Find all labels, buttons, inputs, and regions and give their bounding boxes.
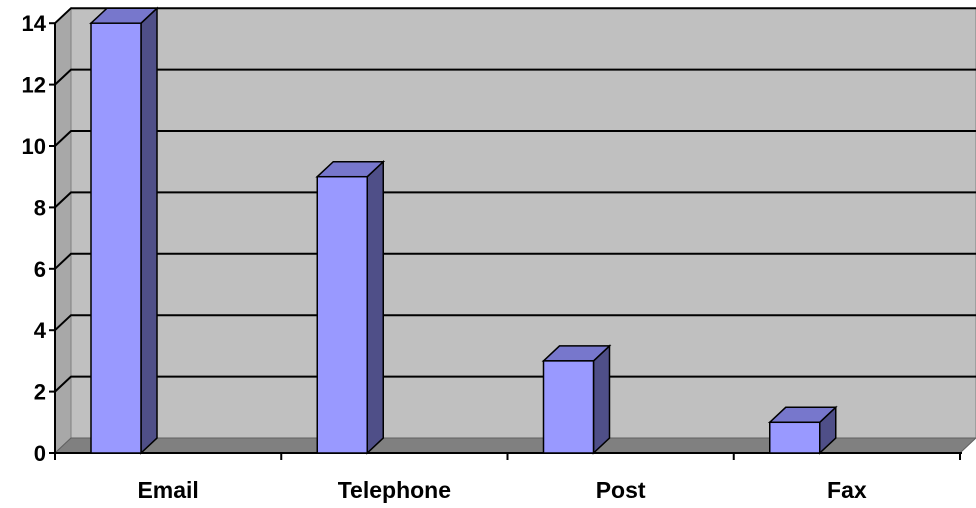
bar-front-email xyxy=(90,22,142,454)
x-label-fax: Fax xyxy=(827,477,867,503)
gridline-14 xyxy=(54,7,976,24)
gridline-2 xyxy=(54,375,976,393)
y-tick-label-10: 10 xyxy=(22,134,46,159)
y-tick-label-0: 0 xyxy=(34,441,46,466)
bar-front-telephone xyxy=(316,175,368,454)
gridline-8 xyxy=(54,191,976,209)
gridline-4 xyxy=(54,314,976,331)
y-tick-label-2: 2 xyxy=(34,380,46,405)
floor xyxy=(53,437,976,454)
labels: 0 2 4 6 8 10 12 14 Email Telephone Post Fax xyxy=(22,11,867,503)
bar-front-fax xyxy=(769,421,821,454)
x-label-post: Post xyxy=(596,477,646,503)
y-tick-label-8: 8 xyxy=(34,195,46,220)
bar-side-email xyxy=(140,6,158,455)
plot-walls xyxy=(53,7,976,455)
y-tick-label-14: 14 xyxy=(22,11,47,36)
x-label-telephone: Telephone xyxy=(338,477,451,503)
bar-side-post xyxy=(592,344,611,455)
bar-side-telephone xyxy=(366,159,384,455)
side-wall xyxy=(54,7,72,455)
y-tick-label-4: 4 xyxy=(34,318,47,343)
bar-telephone xyxy=(315,159,386,455)
y-tick-label-12: 12 xyxy=(22,73,46,98)
y-tick-label-6: 6 xyxy=(34,257,46,282)
gridline-10 xyxy=(54,130,976,147)
bar-fax xyxy=(767,405,838,455)
x-label-email: Email xyxy=(137,477,198,503)
gridlines xyxy=(54,7,976,393)
bars xyxy=(89,6,838,455)
back-wall xyxy=(70,7,976,439)
gridline-12 xyxy=(54,68,976,86)
gridline-6 xyxy=(54,252,976,270)
bar-email xyxy=(89,6,159,455)
bar-post xyxy=(541,344,612,455)
bar-front-post xyxy=(542,360,595,454)
